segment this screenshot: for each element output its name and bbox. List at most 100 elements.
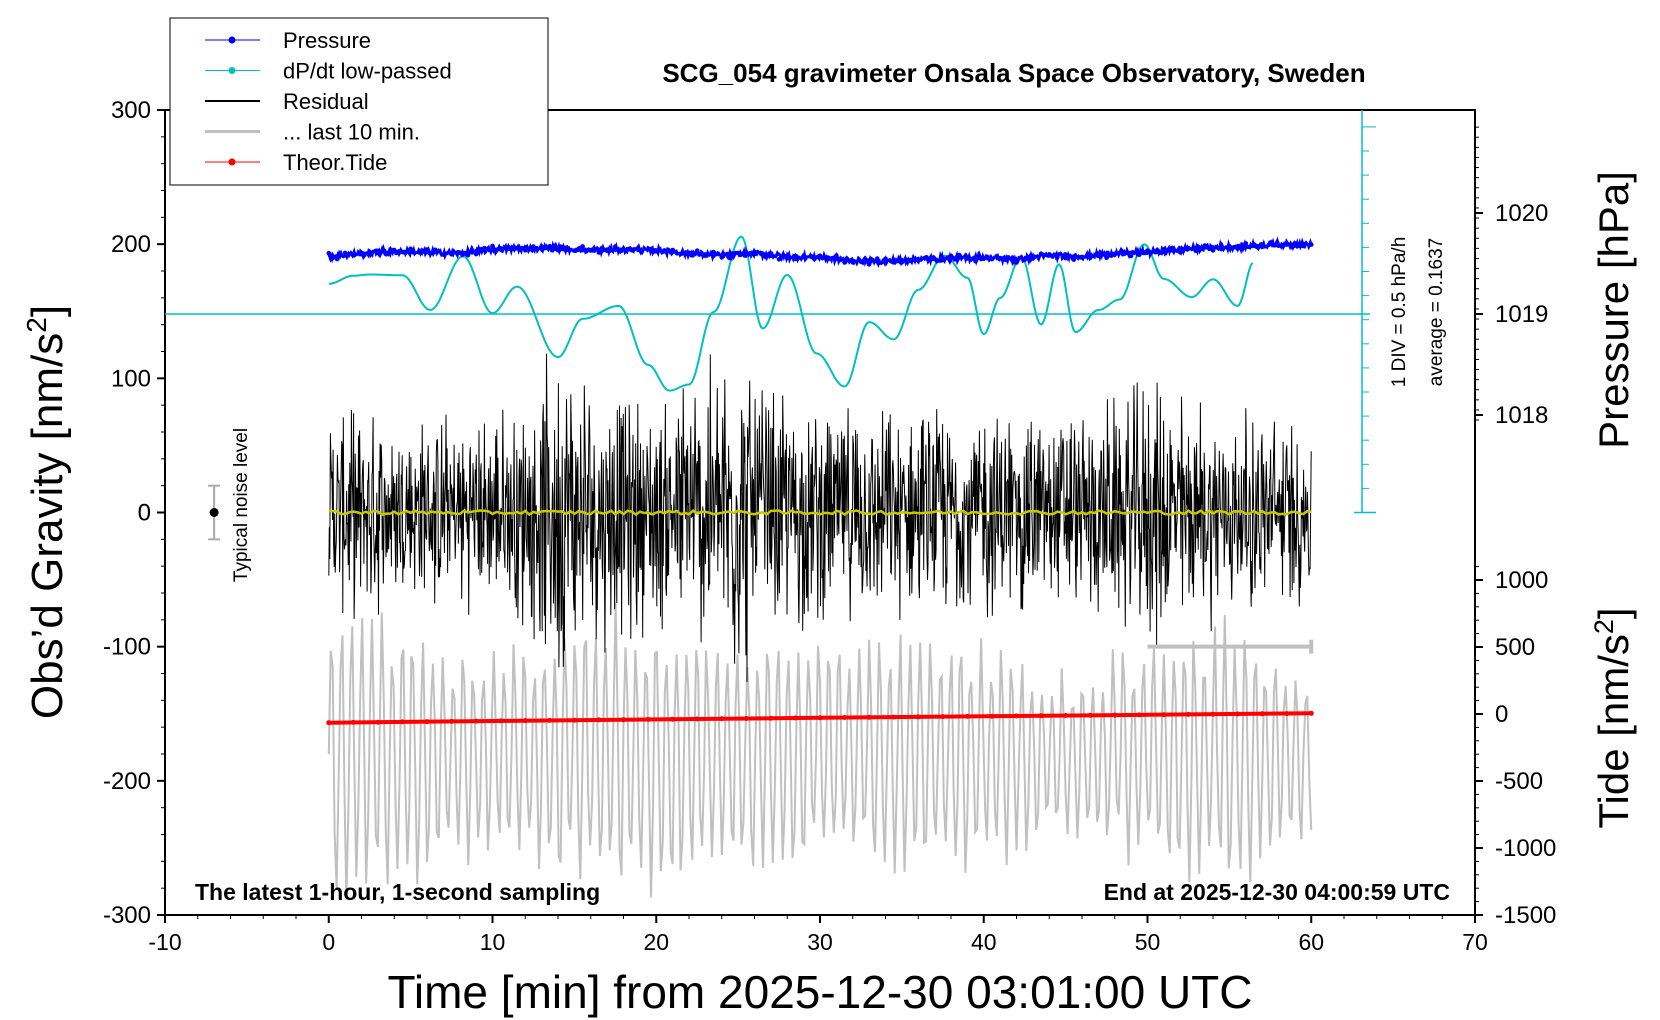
pressure-point [785,255,790,261]
pressure-point [883,256,888,262]
pressure-point [1022,257,1027,263]
pressure-point [924,254,929,260]
pressure-point [1112,251,1118,257]
x-tick-label: 40 [971,929,997,955]
pressure-series [326,236,1314,268]
pressure-point [760,251,765,256]
pressure-point [408,246,413,252]
pressure-point [383,252,389,257]
residual-series [328,353,1312,682]
pressure-point [825,255,831,260]
theor-tide-point [571,717,577,723]
x-axis-label: Time [min] from 2025-12-30 03:01:00 UTC [388,966,1253,1018]
pressure-point [1104,255,1109,260]
pressure-tick-label: 1020 [1495,200,1548,227]
theor-tide-point [1014,713,1019,719]
left-axis-ticks: -300 -200 -100 0 100 200 300 [103,97,165,929]
pressure-point [596,250,602,255]
pressure-point [588,248,594,253]
pressure-point [416,250,422,255]
y-tick-label: 100 [111,365,151,392]
theor-tide-point [1161,712,1167,718]
pressure-point [1227,244,1232,249]
chart-title: SCG_054 gravimeter Onsala Space Observat… [662,58,1365,88]
theor-tide-point [621,717,626,723]
theor-tide-point [1235,711,1241,717]
dpdt-series [328,235,1254,392]
last-10-min-series [327,602,1313,900]
pressure-point [670,247,675,253]
pressure-point [629,247,634,252]
pressure-point [686,250,692,256]
theor-tide-point [743,716,749,721]
pressure-point [768,251,774,256]
last-10-min-bar [1147,639,1314,654]
theor-tide-point [891,714,897,720]
pressure-point [637,247,643,253]
x-tick-label: 30 [807,929,833,955]
pressure-point [334,256,340,262]
pressure-point [809,254,815,259]
theor-tide-point [1112,712,1118,718]
theor-tide-point [547,717,553,723]
pressure-point [1300,243,1306,249]
theor-tide-point [670,716,676,722]
legend: Pressure dP/dt low-passed Residual ... last… [169,17,549,186]
pressure-point [1292,241,1298,246]
legend-marker [228,158,236,166]
pressure-point [1218,246,1224,252]
pressure-point [719,255,725,260]
pressure-tick-label: 1018 [1495,402,1548,429]
pressure-point [351,253,356,258]
pressure-point [621,247,626,252]
theor-tide-point [449,718,455,724]
tide-tick-label: 0 [1495,701,1508,728]
pressure-point [1161,249,1167,255]
x-tick-label: -10 [148,929,181,955]
legend-marker [228,36,236,44]
pressure-point [1087,255,1093,261]
pressure-point [727,255,733,261]
pressure-point [432,247,438,253]
pressure-point [1096,253,1101,259]
theor-tide-point [375,719,381,725]
pressure-point [1137,252,1142,258]
legend-label: Pressure [283,28,371,53]
theor-tide-point [915,714,921,720]
theor-tide-point [424,719,430,725]
bottom-right-note: End at 2025-12-30 04:00:59 UTC [1104,879,1450,905]
theor-tide-point [694,716,700,722]
pressure-point [457,250,463,255]
legend-label: dP/dt low-passed [283,59,452,84]
noise-level-bar [208,484,221,541]
pressure-point [326,250,332,256]
theor-tide-series [326,710,1314,726]
pressure-point [1014,260,1019,265]
theor-tide-point [817,715,823,721]
theor-tide-point [1210,711,1216,717]
pressure-point [735,250,741,256]
pressure-point [482,245,487,251]
pressure-point [604,248,610,254]
pressure-point [392,247,397,253]
pressure-point [694,248,700,253]
pressure-point [875,256,880,261]
pressure-point [956,252,962,258]
x-tick-label: 10 [480,929,506,955]
pressure-point [580,244,585,249]
pressure-point [490,243,495,249]
noise-level-label: Typical noise level [231,428,252,582]
y-tick-label: -100 [103,634,151,661]
pressure-point [866,262,872,267]
pressure-point [342,250,348,256]
theor-tide-point [1308,710,1314,716]
pressure-point [834,253,839,258]
theor-tide-point [964,713,970,719]
smoothed-residual-line [328,508,1312,517]
residual-line [328,353,1312,682]
theor-tide-point [522,718,528,724]
pressure-point [776,256,782,262]
pressure-point [989,256,995,262]
theor-tide-point [940,714,946,720]
legend-label: ... last 10 min. [283,120,420,145]
